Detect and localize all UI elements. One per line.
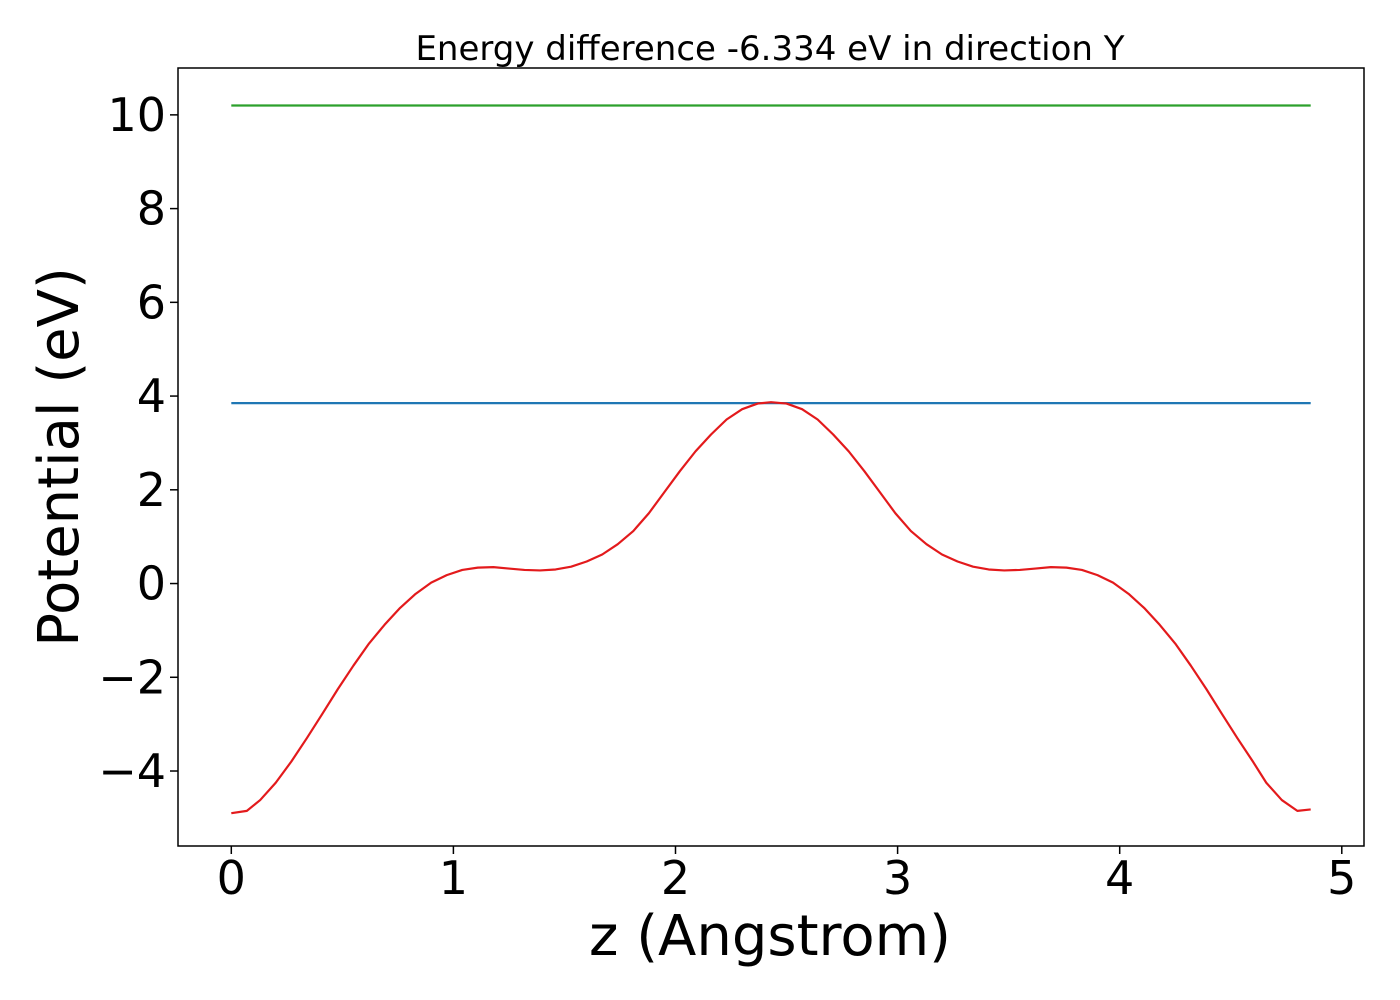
x-tick-label: 1 (439, 851, 468, 905)
y-tick-label: −4 (98, 744, 166, 798)
x-tick-label: 5 (1327, 851, 1356, 905)
x-tick-label: 4 (1105, 851, 1134, 905)
series-line-2 (231, 401, 1311, 815)
chart-title: Energy difference -6.334 eV in direction… (415, 29, 1124, 69)
y-tick-label: 10 (107, 88, 166, 142)
x-axis-label: z (Angstrom) (589, 904, 951, 969)
y-tick-label: −2 (98, 650, 166, 704)
y-tick-label: 2 (137, 463, 166, 517)
x-tick-label: 2 (661, 851, 690, 905)
y-tick-label: 4 (137, 369, 166, 423)
x-axis-ticks: 0 1 2 3 4 5 (217, 846, 1356, 905)
y-tick-label: 0 (137, 557, 166, 611)
series-layer (231, 104, 1311, 815)
x-tick-label: 0 (217, 851, 246, 905)
plot-frame (177, 67, 1365, 847)
y-tick-label: 6 (137, 275, 166, 329)
y-tick-label: 8 (137, 182, 166, 236)
x-tick-label: 3 (883, 851, 912, 905)
y-axis-ticks: −4 −2 0 2 4 6 8 10 (98, 88, 178, 798)
y-axis-label: Potential (eV) (27, 267, 92, 647)
